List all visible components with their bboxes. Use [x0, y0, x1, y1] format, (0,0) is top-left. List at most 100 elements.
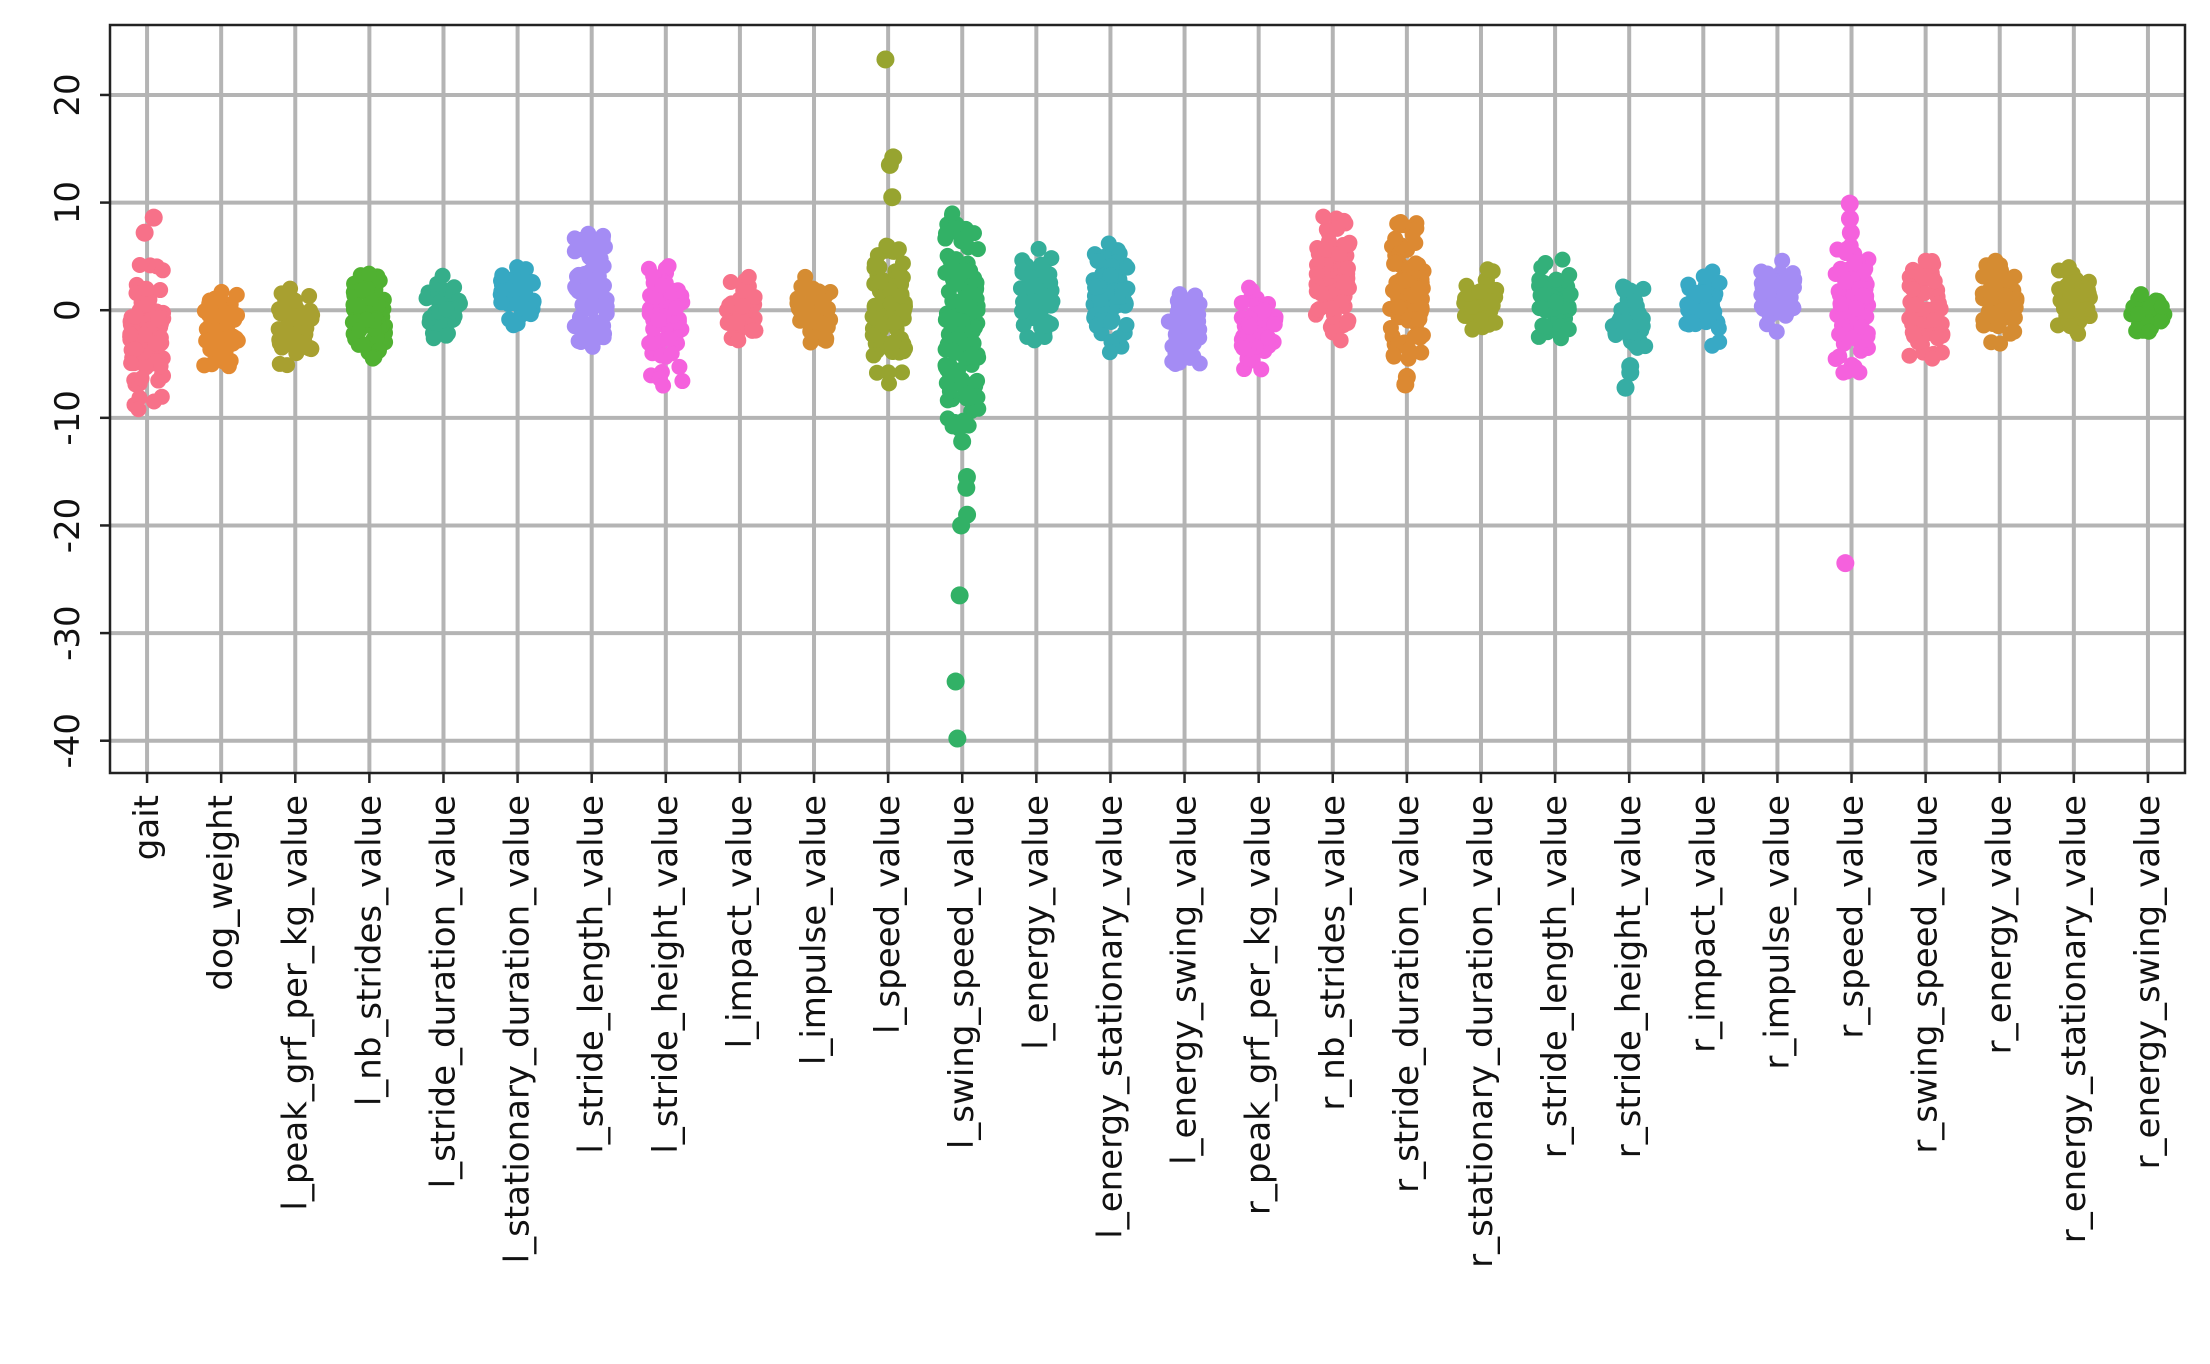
strip-gait: [122, 208, 172, 418]
point: [671, 358, 688, 375]
point: [1635, 280, 1652, 297]
x-tick-label: l_energy_stationary_value: [1090, 795, 1130, 1239]
point: [1233, 294, 1250, 311]
point: [797, 268, 814, 285]
x-tick-label: gait: [127, 795, 167, 860]
x-tick-label: l_stride_length_value: [572, 795, 612, 1154]
outlier-point: [884, 148, 903, 167]
point: [1026, 293, 1043, 310]
point: [885, 334, 902, 351]
point: [524, 274, 541, 291]
point: [1832, 295, 1849, 312]
point: [361, 265, 378, 282]
point: [1907, 296, 1924, 313]
point: [1997, 287, 2014, 304]
point: [948, 275, 965, 292]
x-tick-label: l_impulse_value: [794, 795, 834, 1065]
point: [1022, 279, 1039, 296]
point: [1784, 265, 1801, 282]
point: [1118, 317, 1135, 334]
point: [970, 400, 987, 417]
point: [1853, 318, 1870, 335]
y-tick-label: -10: [48, 390, 88, 446]
point: [1754, 279, 1771, 296]
point: [1407, 255, 1424, 272]
point: [1313, 285, 1330, 302]
point: [2062, 287, 2079, 304]
strip-l_impulse_value: [789, 268, 839, 351]
point: [358, 311, 375, 328]
strip-l_impact_value: [718, 268, 764, 349]
x-tick-label: r_speed_value: [1832, 795, 1872, 1039]
x-tick-label: l_energy_swing_value: [1165, 795, 1205, 1165]
strip-r_impact_value: [1678, 263, 1728, 354]
plot-frame: [108, 23, 2187, 775]
point: [1030, 240, 1047, 257]
point: [1385, 347, 1402, 364]
point: [655, 377, 672, 394]
outlier-point: [957, 478, 976, 497]
point: [1191, 355, 1208, 372]
point: [1704, 263, 1721, 280]
point: [1629, 339, 1646, 356]
point: [1547, 294, 1564, 311]
point: [1929, 330, 1946, 347]
point: [1400, 350, 1417, 367]
point: [1548, 271, 1565, 288]
strip-l_energy_value: [1012, 240, 1061, 349]
x-tick-label: r_impulse_value: [1757, 795, 1797, 1070]
point: [1014, 303, 1031, 320]
strip-r_peak_grf_per_kg_value: [1233, 279, 1284, 378]
y-tick-label: -20: [48, 498, 88, 554]
point: [1101, 344, 1118, 361]
strip-r_energy_swing_value: [2123, 286, 2173, 340]
point: [1924, 350, 1941, 367]
point: [740, 268, 757, 285]
strip-l_nb_strides_value: [344, 265, 394, 367]
point: [818, 330, 835, 347]
point: [1253, 361, 1270, 378]
x-tick-label: l_energy_value: [1016, 795, 1056, 1050]
point: [1552, 330, 1569, 347]
point: [735, 282, 752, 299]
point: [1260, 329, 1277, 346]
outlier-point: [876, 50, 895, 69]
x-tick-label: r_impact_value: [1683, 795, 1723, 1053]
point: [1386, 254, 1403, 271]
point: [1917, 252, 1934, 269]
point: [1904, 281, 1921, 298]
point: [866, 297, 883, 314]
point: [1329, 220, 1346, 237]
point: [594, 297, 611, 314]
point: [1102, 267, 1119, 284]
point: [1323, 300, 1340, 317]
point: [1848, 300, 1865, 317]
point: [1989, 304, 2006, 321]
point: [866, 255, 883, 272]
point: [509, 296, 526, 313]
point: [2070, 325, 2087, 342]
point: [592, 257, 609, 274]
point: [1410, 280, 1427, 297]
point: [1627, 293, 1644, 310]
x-tick-label: l_impact_value: [720, 795, 760, 1048]
point: [866, 309, 883, 326]
point: [146, 393, 163, 410]
point: [955, 297, 972, 314]
point: [1397, 272, 1414, 289]
point: [1038, 268, 1055, 285]
point: [2132, 286, 2149, 303]
point: [296, 310, 313, 327]
outlier-point: [1840, 209, 1859, 228]
x-tick-label: l_peak_grf_per_kg_value: [275, 795, 315, 1211]
point: [1832, 260, 1849, 277]
point: [2152, 313, 2169, 330]
y-tick-label: 0: [48, 299, 88, 321]
point: [1241, 318, 1258, 335]
point: [1533, 300, 1550, 317]
point: [1183, 331, 1200, 348]
point: [198, 332, 215, 349]
point: [955, 262, 972, 279]
point: [660, 330, 677, 347]
point: [1983, 289, 2000, 306]
